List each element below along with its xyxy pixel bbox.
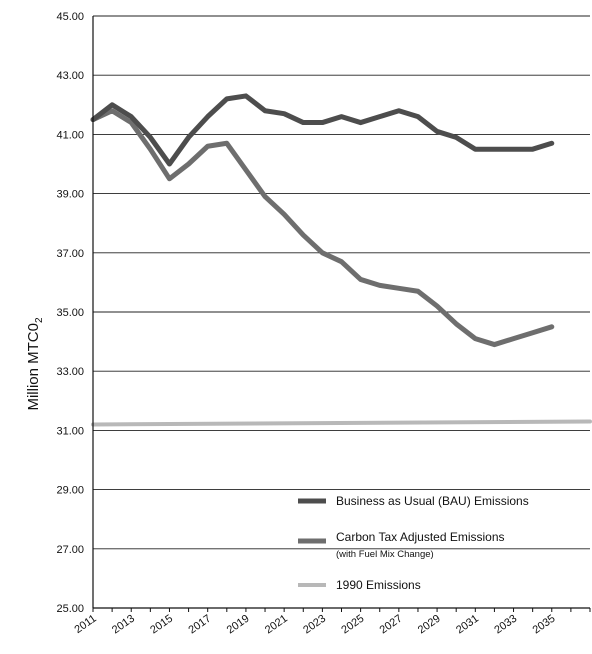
x-tick-label: 2019 <box>225 613 252 637</box>
x-tick-label: 2025 <box>339 613 366 637</box>
y-tick-labels: 25.00 27.00 29.00 31.00 33.00 35.00 37.00 39.00… <box>56 11 84 615</box>
y-tick-label: 37.00 <box>56 248 84 260</box>
x-tick-label: 2017 <box>186 613 213 637</box>
y-tick-label: 45.00 <box>56 11 84 23</box>
y-tick-label: 39.00 <box>56 189 84 201</box>
series-line-bau <box>90 93 555 167</box>
x-tick-label: 2035 <box>531 613 558 637</box>
x-tick-label: 2033 <box>492 613 519 637</box>
y-tick-label: 27.00 <box>56 544 84 556</box>
x-tick-labels: 2011 2013 2015 2017 2019 2021 2023 2025 2027 2029… <box>72 613 557 637</box>
x-tick-label: 2031 <box>454 613 481 637</box>
x-tick-label: 2023 <box>301 613 328 637</box>
x-tick-label: 2021 <box>263 613 290 637</box>
x-tick-label: 2029 <box>416 613 443 637</box>
y-tick-label: 29.00 <box>56 485 84 497</box>
legend-label-bau: Business as Usual (BAU) Emissions <box>336 494 529 508</box>
x-tick-label: 2015 <box>148 613 175 637</box>
y-axis-label: Million MTC02 <box>25 317 45 411</box>
y-tick-label: 31.00 <box>56 425 84 437</box>
x-tick-label: 2011 <box>72 613 98 636</box>
y-tick-label: 43.00 <box>56 70 84 82</box>
axes <box>92 16 591 612</box>
series-line-1990 <box>91 419 592 427</box>
legend: Business as Usual (BAU) Emissions Carbon… <box>298 494 529 592</box>
y-tick-label: 25.00 <box>56 603 84 615</box>
x-tick-label: 2013 <box>110 613 137 637</box>
series-line-carbon-tax <box>90 108 555 348</box>
y-tick-label: 35.00 <box>56 307 84 319</box>
legend-label-carbon-tax: Carbon Tax Adjusted Emissions <box>336 530 505 544</box>
y-tick-label: 33.00 <box>56 366 84 378</box>
legend-label-1990: 1990 Emissions <box>336 578 421 592</box>
grid-lines <box>93 15 590 550</box>
series-lines <box>90 93 592 427</box>
legend-label-carbon-tax-note: (with Fuel Mix Change) <box>336 549 434 560</box>
x-tick-label: 2027 <box>378 613 405 637</box>
y-tick-label: 41.00 <box>56 129 84 141</box>
